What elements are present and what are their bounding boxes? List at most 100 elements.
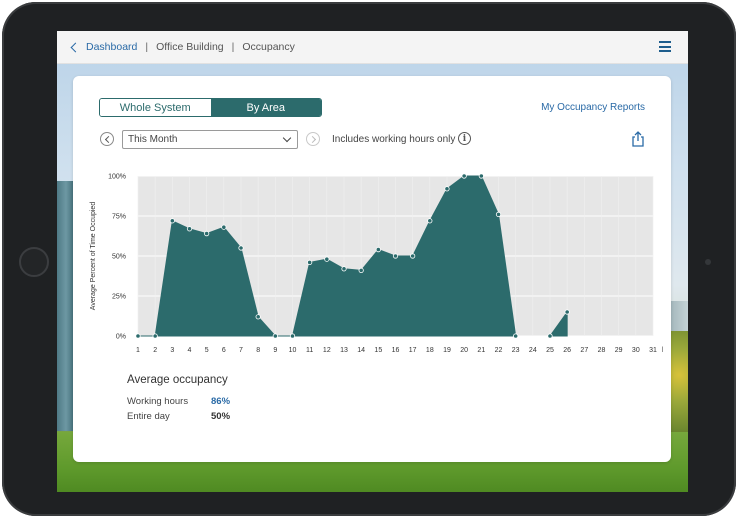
y-tick-label: 50% [112,254,126,261]
background-trees [666,331,688,441]
x-tick-label: 18 [426,347,434,354]
x-tick-label: 9 [273,347,277,354]
data-point [169,218,175,224]
x-tick-label: 23 [512,347,520,354]
x-tick-label: 13 [340,347,348,354]
chevron-left-icon [70,42,81,52]
my-occupancy-reports-link[interactable]: My Occupancy Reports [541,102,645,113]
data-point [547,333,553,339]
next-icon [308,135,316,143]
x-unit-label: ht [662,347,663,354]
x-tick-label: 3 [170,347,174,354]
x-tick-label: 6 [222,347,226,354]
view-toggle: Whole System By Area [99,98,322,117]
tab-whole-system[interactable]: Whole System [100,99,211,116]
data-point [392,253,399,259]
x-tick-label: 21 [477,347,485,354]
home-button[interactable] [19,247,49,277]
x-tick-label: 26 [563,347,571,354]
data-point [307,259,313,266]
data-point [221,224,227,230]
x-tick-label: 30 [632,347,640,354]
next-period-button[interactable] [306,132,320,146]
data-point [410,253,416,259]
y-tick-label: 75% [112,214,126,221]
x-tick-label: 25 [546,347,554,354]
data-point [513,333,519,339]
tab-by-area[interactable]: By Area [210,99,321,116]
share-icon[interactable] [631,131,645,147]
data-point [341,266,347,272]
period-select[interactable]: This Month [122,130,298,149]
x-tick-label: 1 [136,347,140,354]
x-tick-label: 22 [495,347,503,354]
entire-day-label: Entire day [127,411,170,422]
y-tick-label: 0% [116,334,126,341]
data-point [495,211,502,218]
previous-period-button[interactable] [100,132,114,146]
y-tick-label: 25% [112,294,126,301]
x-tick-label: 5 [205,347,209,354]
breadcrumb-office-building[interactable]: Office Building [156,41,224,53]
data-point [358,267,364,274]
data-point [272,333,278,339]
background-building [57,181,75,431]
camera-dot [705,259,711,265]
occupancy-card: Whole System By Area My Occupancy Report… [73,76,671,462]
data-point [375,247,381,253]
x-tick-label: 10 [289,347,297,354]
back-to-dashboard-link[interactable]: Dashboard [70,41,138,53]
x-tick-label: 19 [443,347,451,354]
data-point [238,245,244,251]
data-point [444,186,450,192]
data-point [152,333,158,339]
working-hours-note: Includes working hours only [332,134,456,145]
occupancy-chart: 0%25%50%75%100%1 2 3 4 5 6 7 8 9 10 11 12 13 14 15 16 17… [90,173,663,354]
x-tick-label: 7 [239,347,243,354]
breadcrumb-separator: | [231,41,235,53]
data-point [324,256,330,262]
entire-day-value: 50% [211,411,231,422]
chevron-down-icon [282,133,292,143]
period-select-value: This Month [128,134,178,145]
area-series [138,175,517,337]
data-point [186,226,193,232]
data-point [289,333,296,339]
x-tick-label: 11 [306,347,313,354]
x-tick-label: 2 [153,347,157,354]
y-axis-label: Average Percent of Time Occupied [90,202,97,311]
y-tick-label: 100% [108,174,126,181]
data-point [478,173,484,179]
x-tick-label: 28 [598,347,606,354]
data-point [461,173,467,179]
app-screen: Dashboard | Office Building | Occupancy … [57,31,688,492]
data-point [427,218,433,224]
x-tick-label: 15 [374,347,382,354]
breadcrumb-occupancy: Occupancy [242,41,295,53]
x-tick-label: 31 [649,347,657,354]
breadcrumb: Dashboard | Office Building | Occupancy [57,31,688,64]
area-series [549,310,568,337]
average-occupancy-title: Average occupancy [127,374,228,386]
data-point [564,309,570,315]
x-tick-label: 8 [256,347,260,354]
x-tick-label: 14 [357,347,365,354]
working-hours-value: 86% [211,396,231,407]
info-icon[interactable]: i [458,132,471,145]
x-tick-label: 12 [323,347,331,354]
x-tick-label: 4 [188,347,192,354]
x-tick-label: 29 [615,347,623,354]
x-tick-label: 27 [580,347,588,354]
data-point [204,231,210,237]
data-point [135,333,141,339]
data-point [255,314,261,320]
previous-icon [104,135,112,143]
breadcrumb-separator: | [145,41,149,53]
menu-icon[interactable] [659,41,671,52]
x-tick-label: 20 [460,347,468,354]
x-tick-label: 16 [392,347,400,354]
working-hours-label: Working hours [127,396,189,407]
x-tick-label: 17 [409,347,417,354]
breadcrumb-dashboard: Dashboard [86,41,138,53]
